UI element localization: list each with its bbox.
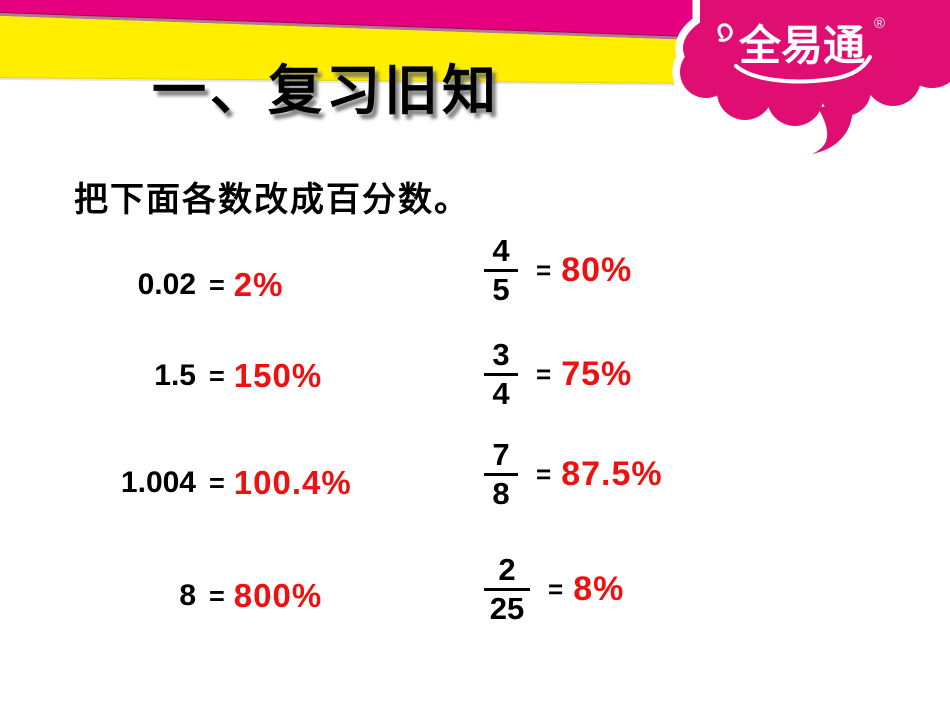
answer-text: 80%	[561, 251, 633, 289]
problem-lhs: 8	[179, 579, 196, 612]
fraction-numerator: 3	[492, 337, 510, 372]
header-banner: 全易通 ®	[0, 0, 950, 162]
fraction-bar	[484, 269, 518, 272]
fraction: 2 25	[480, 553, 534, 626]
fraction-bar	[484, 473, 518, 476]
fraction-problem-row: 4 5 = 80%	[480, 234, 632, 307]
fraction-problem-row: 3 4 = 75%	[480, 338, 632, 411]
answer-text: 75%	[561, 355, 633, 393]
brand-logo-text: 全易通	[738, 22, 865, 70]
decimal-problem-row: 0.02 = 2%	[58, 266, 283, 304]
answer-text: 800%	[233, 577, 323, 614]
problem-lhs: 0.02	[137, 268, 196, 301]
decimal-problem-row: 8 = 800%	[58, 577, 322, 615]
problem-lhs: 1.004	[120, 466, 196, 499]
equals-sign: =	[209, 360, 225, 391]
answer-text: 2%	[233, 266, 284, 303]
answer-text: 100.4%	[233, 464, 352, 501]
fraction-bar	[484, 588, 530, 591]
fraction-problem-row: 7 8 = 87.5%	[480, 438, 663, 511]
registered-trademark-icon: ®	[874, 15, 885, 32]
fraction-denominator: 25	[489, 591, 525, 626]
page-title: 一、复习旧知	[152, 61, 500, 121]
fraction-numerator: 2	[498, 552, 516, 587]
decimal-problem-row: 1.5 = 150%	[58, 357, 322, 395]
equals-sign: =	[209, 269, 225, 300]
problem-lhs: 1.5	[154, 359, 196, 392]
fraction-denominator: 4	[492, 376, 510, 411]
logo-flourish-icon	[717, 23, 872, 84]
fraction: 3 4	[480, 338, 522, 411]
fraction-bar	[484, 373, 518, 376]
equals-sign: =	[536, 359, 552, 389]
equals-sign: =	[536, 459, 552, 489]
fraction-denominator: 5	[492, 272, 510, 307]
fraction-numerator: 4	[492, 233, 510, 268]
instruction-text: 把下面各数改成百分数。	[74, 182, 470, 219]
decimal-problem-row: 1.004 = 100.4%	[58, 464, 352, 502]
equals-sign: =	[536, 255, 552, 285]
fraction-denominator: 8	[492, 476, 510, 511]
fraction: 4 5	[480, 234, 522, 307]
answer-text: 150%	[233, 357, 323, 394]
fraction-numerator: 7	[492, 437, 510, 472]
equals-sign: =	[209, 580, 225, 611]
equals-sign: =	[209, 467, 225, 498]
equals-sign: =	[548, 574, 564, 604]
answer-text: 87.5%	[561, 455, 663, 493]
answer-text: 8%	[573, 570, 625, 608]
fraction-problem-row: 2 25 = 8%	[480, 553, 624, 626]
fraction: 7 8	[480, 438, 522, 511]
